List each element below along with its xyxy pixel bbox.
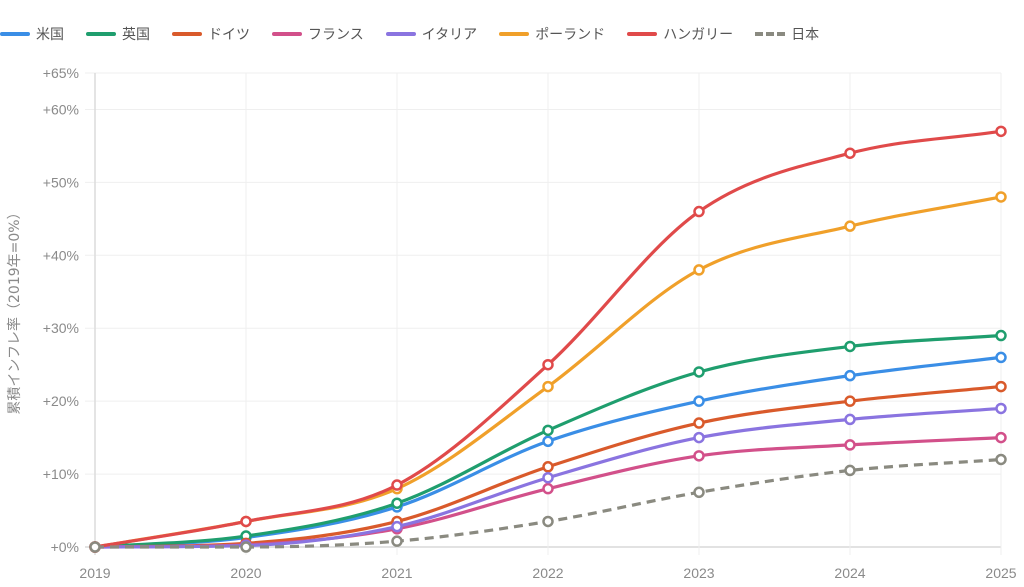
data-point[interactable]	[844, 464, 856, 477]
data-point[interactable]	[995, 329, 1007, 342]
data-point[interactable]	[542, 435, 554, 448]
data-point[interactable]	[391, 535, 403, 547]
x-axis-ticks: 2019 2020 2021 2022 2023 2024 2025	[79, 565, 1016, 581]
x-tick-label: 2025	[985, 565, 1016, 581]
legend-swatch	[272, 32, 302, 36]
legend-item[interactable]: ハンガリー	[627, 24, 733, 44]
y-tick-label: +20%	[43, 393, 79, 409]
legend-item[interactable]: ポーランド	[499, 24, 605, 44]
data-point[interactable]	[844, 147, 856, 159]
legend-label: フランス	[308, 27, 364, 43]
data-point[interactable]	[542, 424, 554, 437]
data-point[interactable]	[240, 541, 252, 553]
x-tick-label: 2024	[834, 565, 865, 581]
legend-swatch	[627, 32, 658, 36]
x-tick-label: 2023	[683, 565, 714, 581]
y-axis-title: 累積インフレ率（2019年=0%）	[6, 205, 23, 414]
data-point[interactable]	[693, 431, 705, 444]
data-point[interactable]	[995, 453, 1007, 466]
y-tick-label: +10%	[43, 466, 79, 482]
data-point[interactable]	[542, 380, 554, 393]
legend-swatch	[499, 32, 530, 36]
data-point[interactable]	[542, 482, 554, 495]
legend-swatch	[172, 32, 202, 36]
data-point[interactable]	[995, 380, 1007, 393]
data-point[interactable]	[844, 439, 856, 451]
y-tick-label: +65%	[43, 65, 79, 81]
legend-swatch	[385, 32, 416, 36]
data-point[interactable]	[693, 205, 705, 218]
data-point[interactable]	[542, 471, 554, 484]
data-point[interactable]	[693, 486, 705, 499]
data-point[interactable]	[693, 417, 705, 429]
legend-item[interactable]: 英国	[86, 24, 150, 44]
legend-item[interactable]: 米国	[0, 24, 64, 44]
legend-swatch	[755, 32, 786, 36]
data-point[interactable]	[693, 366, 705, 378]
x-tick-label: 2021	[381, 565, 412, 581]
chart-legend: 米国 英国 ドイツ フランス イタリア ポーランド ハンガリー 日本	[0, 22, 841, 46]
data-point[interactable]	[995, 431, 1007, 444]
data-point[interactable]	[89, 541, 101, 553]
y-axis-ticks: +0% +10% +20% +30% +40% +50% +60% +65%	[43, 65, 79, 555]
data-point[interactable]	[391, 520, 403, 533]
legend-label: ハンガリー	[663, 27, 734, 43]
data-point[interactable]	[240, 515, 252, 528]
data-point[interactable]	[844, 413, 856, 426]
legend-item[interactable]: ドイツ	[172, 24, 250, 44]
series-7	[89, 453, 1007, 553]
data-point[interactable]	[542, 461, 554, 473]
data-point[interactable]	[995, 351, 1007, 364]
legend-label: 英国	[122, 27, 150, 43]
y-tick-label: +0%	[51, 539, 79, 555]
data-point[interactable]	[844, 395, 856, 407]
grid-lines	[85, 72, 1002, 555]
data-point[interactable]	[693, 264, 705, 276]
x-tick-label: 2020	[230, 565, 261, 581]
legend-label: 米国	[36, 27, 64, 43]
legend-label: イタリア	[421, 27, 478, 43]
x-tick-label: 2019	[79, 565, 110, 581]
legend-item[interactable]: 日本	[755, 24, 819, 44]
data-point[interactable]	[844, 369, 856, 382]
data-point[interactable]	[542, 358, 554, 371]
legend-label: 日本	[791, 27, 820, 43]
series-6	[89, 125, 1007, 553]
data-point[interactable]	[995, 125, 1007, 138]
data-point[interactable]	[391, 497, 403, 509]
x-tick-label: 2022	[532, 565, 563, 581]
legend-swatch	[0, 32, 30, 36]
data-point[interactable]	[542, 515, 554, 528]
data-point[interactable]	[844, 340, 856, 353]
y-tick-label: +50%	[43, 174, 79, 190]
data-point[interactable]	[844, 220, 856, 232]
data-point[interactable]	[391, 479, 403, 491]
data-point[interactable]	[693, 450, 705, 462]
legend-item[interactable]: イタリア	[385, 24, 478, 44]
y-tick-label: +30%	[43, 320, 79, 336]
legend-item[interactable]: フランス	[272, 24, 364, 44]
series-lines	[89, 125, 1007, 553]
y-tick-label: +40%	[43, 247, 79, 263]
y-tick-label: +60%	[43, 101, 79, 117]
data-point[interactable]	[693, 395, 705, 407]
data-point[interactable]	[995, 402, 1007, 415]
legend-label: ドイツ	[208, 27, 250, 43]
data-point[interactable]	[995, 191, 1007, 203]
legend-swatch	[86, 32, 116, 36]
legend-label: ポーランド	[535, 27, 606, 43]
